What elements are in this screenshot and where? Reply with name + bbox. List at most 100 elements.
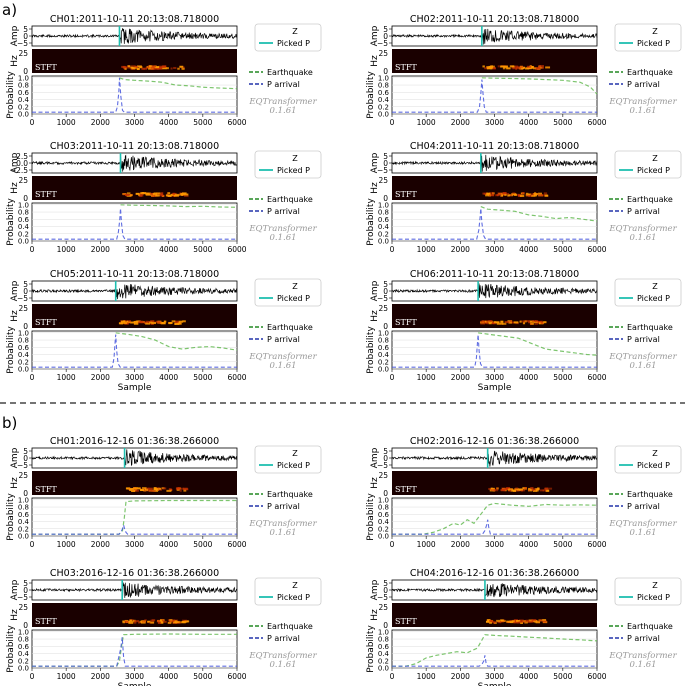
panel-title: CH04:2016-12-16 01:36:38.266000	[410, 568, 579, 579]
legend-entry-p-arrival: P arrival	[627, 335, 660, 344]
amp-label: Amp	[370, 447, 380, 468]
hz-label: Hz	[10, 609, 20, 621]
spectrogram-energy	[142, 489, 147, 492]
spectrogram-energy	[540, 322, 544, 325]
spectrogram-energy	[519, 194, 525, 197]
legend-entry-earthquake: Earthquake	[627, 622, 673, 631]
spectrogram-energy	[123, 322, 128, 325]
panel-title: CH05:2011-10-11 20:13:08.718000	[50, 269, 219, 280]
spectrogram-energy	[140, 489, 145, 492]
probability-legend: Earthquake P arrival	[249, 323, 313, 344]
amp-label: Amp	[10, 280, 20, 301]
p-arrival-series	[32, 523, 237, 535]
spectrogram-energy	[497, 65, 500, 68]
spectrogram-energy	[500, 489, 506, 492]
x-tick-label: 0	[390, 672, 395, 681]
probability-axes	[391, 75, 598, 115]
spectrogram-energy	[122, 320, 126, 323]
hz-tick-label: 25	[18, 49, 28, 58]
x-tick-label: 2000	[451, 245, 470, 254]
spectrogram-energy	[516, 66, 522, 69]
prob-tick-label: 0.6	[18, 511, 30, 519]
prob-tick-label: 0.6	[378, 89, 390, 97]
spectrogram-energy	[129, 619, 132, 622]
spectrogram-energy	[179, 65, 184, 68]
spectrogram-energy	[498, 193, 502, 196]
prob-tick-label: 0.4	[378, 650, 390, 658]
spectrogram-energy	[128, 66, 131, 69]
spectrogram-energy	[124, 620, 129, 623]
spectrogram-energy	[497, 192, 502, 195]
p-arrival-series	[392, 334, 597, 368]
spectrogram-energy	[160, 621, 164, 624]
spectrogram-energy	[133, 322, 139, 325]
watermark-name: EQTransformer	[248, 651, 317, 661]
hz-tick-label: 25	[378, 471, 388, 480]
spectrogram-energy	[151, 322, 157, 325]
spectrogram-energy	[539, 489, 545, 492]
x-tick-label: 3000	[485, 540, 504, 549]
amp-label: Amp	[10, 25, 20, 46]
spectrogram-energy	[183, 620, 187, 623]
spectrogram-energy	[125, 193, 129, 196]
prob-tick-label: 1.0	[378, 329, 389, 337]
spectrogram-energy	[158, 487, 162, 490]
spectrogram-energy	[165, 194, 169, 197]
prob-tick-label: 0.0	[18, 111, 29, 119]
prob-tick-label: 1.0	[18, 201, 29, 209]
spectrogram-energy	[503, 489, 506, 492]
spectrogram-energy	[527, 67, 532, 70]
x-tick-label: 4000	[159, 118, 178, 127]
waveform-trace	[391, 154, 598, 172]
spectrogram-energy	[140, 192, 145, 195]
amp-tick-label: 5	[383, 25, 388, 34]
spectrogram-energy	[142, 487, 147, 490]
probability-label: Probability	[366, 326, 376, 374]
spectrogram-energy	[182, 320, 186, 323]
prob-tick-label: 0.2	[378, 103, 389, 111]
prob-tick-label: 1.0	[378, 496, 389, 504]
spectrogram-energy	[486, 619, 491, 622]
watermark-name: EQTransformer	[248, 97, 317, 107]
spectrogram-energy	[542, 489, 547, 492]
probability-axes	[391, 202, 598, 242]
spectrogram-energy	[135, 489, 139, 492]
spectrogram-energy	[166, 489, 172, 492]
hz-tick-label: 0	[23, 67, 28, 76]
amp-tick-label: 5	[23, 579, 28, 588]
spectrogram-energy	[544, 487, 548, 490]
hz-tick-label: 0	[23, 621, 28, 630]
spectrogram-energy	[543, 192, 548, 195]
hz-tick-label: 25	[378, 49, 388, 58]
x-tick-label: 6000	[587, 672, 606, 681]
hz-tick-label: 0	[23, 489, 28, 498]
spectrogram-energy	[160, 194, 165, 197]
spectrogram-energy	[495, 321, 499, 324]
x-tick-label: 5000	[553, 672, 572, 681]
spectrogram-energy	[506, 67, 511, 70]
prob-tick-label: 0.6	[378, 643, 390, 651]
prob-tick-label: 0.2	[378, 230, 389, 238]
spectrogram-energy	[173, 66, 177, 69]
spectrogram-energy	[500, 320, 504, 323]
prob-tick-label: 0.4	[18, 650, 30, 658]
legend-entry-earthquake: Earthquake	[627, 323, 673, 332]
spectrogram-energy	[150, 621, 155, 624]
probability-legend: Earthquake P arrival	[249, 195, 313, 216]
legend-entry-z: Z	[292, 154, 298, 163]
x-tick-label: 3000	[125, 373, 144, 382]
legend-entry-earthquake: Earthquake	[267, 195, 313, 204]
spectrogram-energy	[509, 194, 513, 197]
prob-tick-label: 1.0	[18, 74, 29, 82]
legend-entry-p-arrival: P arrival	[267, 502, 300, 511]
x-tick-label: 1000	[417, 540, 436, 549]
spectrogram-energy	[482, 65, 485, 68]
earthquake-series	[392, 634, 598, 667]
x-tick-label: 3000	[125, 672, 144, 681]
spectrogram-energy	[497, 321, 500, 324]
spectrogram-energy	[500, 322, 504, 325]
prob-tick-label: 0.4	[378, 223, 390, 231]
prob-tick-label: 0.4	[18, 96, 30, 104]
